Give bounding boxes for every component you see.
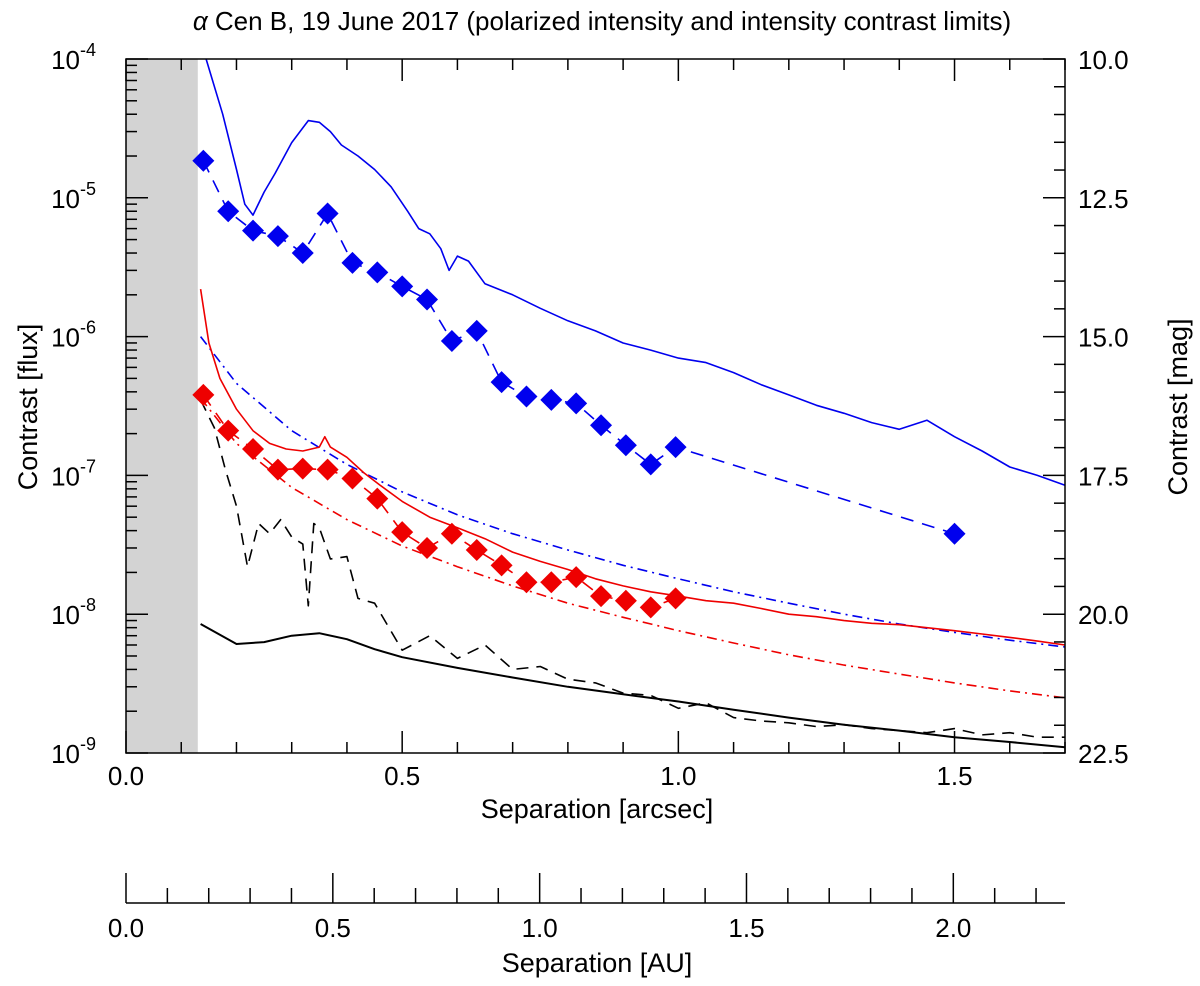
data-point-red-markers-16 (590, 585, 613, 608)
series-red-markers (192, 383, 687, 619)
data-point-red-markers-1 (217, 419, 240, 442)
data-point-red-markers-4 (291, 457, 314, 480)
x2-tick-label: 2.0 (935, 913, 971, 943)
series-layer (192, 58, 1066, 749)
chart-title: α Cen B, 19 June 2017 (polarized intensi… (193, 6, 1011, 36)
data-point-red-markers-7 (366, 487, 389, 510)
data-point-blue-markers-14 (540, 388, 563, 411)
data-point-blue-markers-2 (242, 219, 265, 242)
series-black-dashed (199, 399, 1065, 738)
data-point-red-markers-19 (664, 587, 687, 610)
masked-region (126, 59, 198, 753)
data-point-red-markers-3 (266, 458, 289, 481)
data-point-red-markers-17 (614, 589, 637, 612)
data-point-blue-markers-4 (291, 242, 314, 265)
y-axis-title: Contrast [flux] (13, 324, 43, 491)
data-point-blue-markers-6 (341, 251, 364, 274)
data-point-blue-markers-19 (664, 436, 687, 459)
data-point-red-markers-18 (639, 596, 662, 619)
data-point-blue-markers-0 (192, 149, 215, 172)
y2-tick-label: 10.0 (1078, 45, 1129, 75)
y-tick-label: 10-6 (51, 318, 96, 353)
x-tick-label: 0.0 (108, 761, 144, 791)
data-point-red-markers-6 (341, 467, 364, 490)
y2-axis-title: Contrast [mag] (1163, 318, 1193, 495)
series-red-dashdot (199, 397, 1066, 699)
data-point-red-markers-9 (416, 536, 439, 559)
data-point-red-markers-15 (565, 566, 588, 589)
y-tick-label: 10-5 (51, 179, 96, 214)
x2-tick-label: 0.0 (108, 913, 144, 943)
series-line-blue-solid (205, 58, 1066, 486)
data-point-red-markers-10 (440, 522, 463, 545)
data-point-blue-markers-7 (366, 261, 389, 284)
series-line-black-dashed (199, 399, 1065, 738)
y-tick-label: 10-8 (51, 595, 96, 630)
data-point-blue-markers-10 (440, 329, 463, 352)
y-tick-label: 10-4 (51, 40, 96, 75)
data-point-blue-markers-1 (217, 200, 240, 223)
y2-tick-label: 22.5 (1078, 739, 1129, 769)
data-point-red-markers-8 (391, 521, 414, 544)
y-tick-label: 10-7 (51, 456, 96, 491)
series-blue-solid (205, 58, 1066, 486)
x2-axis: 0.0 0.5 1.0 1.5 2.0 (108, 873, 1065, 943)
data-point-red-markers-11 (465, 539, 488, 562)
y2-tick-label: 12.5 (1078, 184, 1129, 214)
series-black-solid (200, 623, 1066, 749)
data-point-red-markers-14 (540, 571, 563, 594)
data-point-blue-markers-3 (266, 225, 289, 248)
y-axis: 10-4 10-5 10-6 10-7 10-8 10-9 (51, 40, 148, 769)
plot-frame (125, 58, 1066, 754)
x2-tick-label: 0.5 (315, 913, 351, 943)
y2-tick-label: 20.0 (1078, 600, 1129, 630)
series-red-solid (199, 288, 1066, 646)
x2-tick-label: 1.0 (522, 913, 558, 943)
data-point-blue-markers-13 (515, 385, 538, 408)
y2-tick-label: 17.5 (1078, 461, 1129, 491)
title-alpha-symbol: α (193, 6, 209, 36)
series-line-red-solid (199, 288, 1066, 646)
data-point-blue-markers-12 (490, 371, 513, 394)
data-point-blue-markers-17 (614, 434, 637, 457)
data-point-blue-markers-16 (590, 414, 613, 437)
data-point-blue-markers-11 (465, 319, 488, 342)
data-point-blue-markers-15 (565, 392, 588, 415)
x-axis: 0.0 0.5 1.0 1.5 (108, 59, 1066, 791)
series-line-blue-markers (202, 160, 955, 535)
data-point-red-markers-13 (515, 571, 538, 594)
x2-axis-title: Separation [AU] (502, 948, 693, 978)
data-point-red-markers-5 (316, 458, 339, 481)
series-line-red-dashdot (199, 397, 1066, 699)
x-tick-label: 1.5 (936, 761, 972, 791)
y-tick-label: 10-9 (51, 734, 96, 769)
data-point-blue-markers-18 (639, 453, 662, 476)
y2-axis: 10.0 12.5 15.0 17.5 20.0 22.5 (1043, 45, 1129, 769)
data-point-red-markers-2 (242, 437, 265, 460)
y2-tick-label: 15.0 (1078, 323, 1129, 353)
x-axis-title: Separation [arcsec] (481, 794, 714, 824)
axes-layer: 0.0 0.5 1.0 1.5 10-4 10-5 10-6 10-7 10-8 10-9 10.0… (51, 40, 1129, 943)
data-point-red-markers-12 (490, 554, 513, 577)
data-point-red-markers-0 (192, 383, 215, 406)
data-point-blue-markers-8 (391, 275, 414, 298)
series-blue-markers (192, 149, 966, 545)
x2-tick-label: 1.5 (728, 913, 764, 943)
data-point-blue-markers-20 (943, 522, 966, 545)
title-text: Cen B, 19 June 2017 (polarized intensity… (208, 6, 1012, 36)
data-point-blue-markers-5 (316, 202, 339, 225)
x-tick-label: 1.0 (660, 761, 696, 791)
series-line-black-solid (200, 623, 1066, 749)
data-point-blue-markers-9 (416, 288, 439, 311)
x-tick-label: 0.5 (384, 761, 420, 791)
